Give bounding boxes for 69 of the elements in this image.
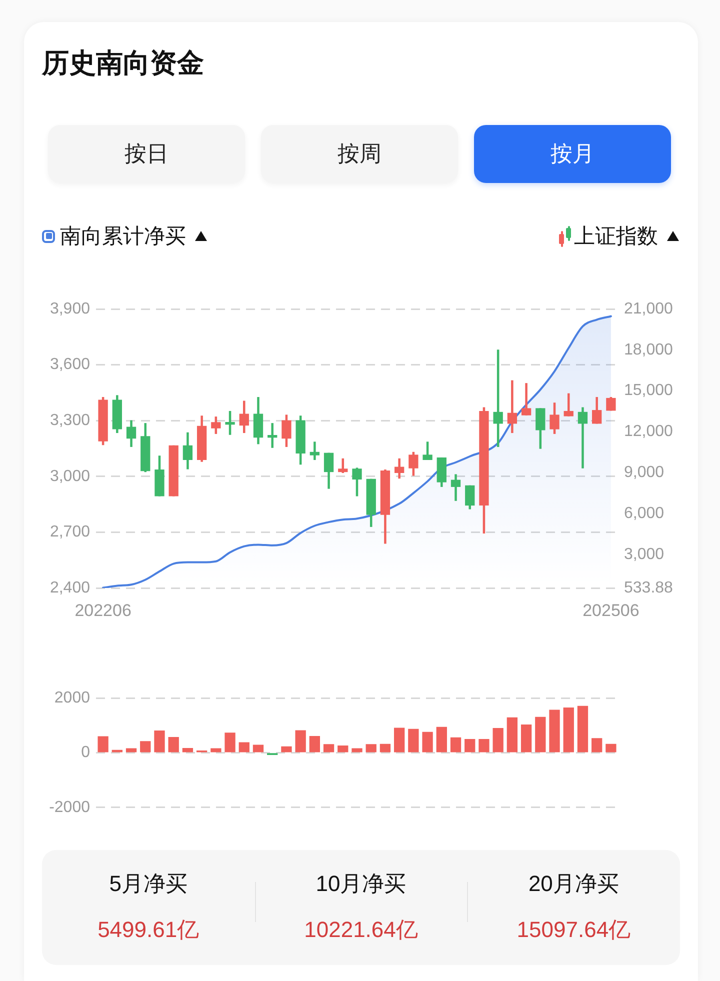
x-tick-label: 202206 (74, 600, 132, 620)
bar (380, 744, 391, 752)
candlestick (268, 423, 278, 448)
y2-tick-label: 533.88 (624, 579, 674, 596)
bar (535, 716, 546, 752)
bar (422, 732, 433, 752)
bar (450, 737, 462, 752)
y-tick-label: -2000 (49, 798, 90, 816)
bar (464, 738, 476, 752)
bar (295, 730, 306, 752)
y-tick-label: 2,400 (50, 579, 90, 596)
bar (112, 750, 122, 752)
bar (168, 737, 179, 752)
legend-label: 上证指数 (574, 224, 658, 250)
bar (352, 748, 362, 752)
y2-tick-label: 9,000 (624, 464, 664, 481)
bar (126, 748, 137, 752)
tab-button[interactable]: 按日 (48, 125, 245, 183)
bar (224, 732, 236, 752)
bar (309, 736, 320, 752)
y-tick-label: 3,300 (50, 412, 90, 430)
y2-tick-label: 21,000 (624, 300, 674, 318)
bar (520, 724, 532, 752)
y-tick-label: 3,000 (50, 468, 90, 485)
y2-tick-label: 18,000 (624, 341, 674, 358)
y-tick-label: 3,900 (50, 300, 90, 318)
bar (98, 736, 108, 752)
y-tick-label: 2000 (54, 689, 90, 706)
bar (408, 728, 419, 752)
bar (478, 738, 490, 752)
tab-button[interactable]: 按月 (474, 125, 671, 183)
y-tick-label: 3,600 (50, 356, 90, 374)
bar (563, 708, 574, 752)
bar (281, 746, 292, 752)
bar (338, 746, 348, 752)
text: 10221.64亿 (304, 917, 418, 942)
y-tick-label: 0 (81, 744, 90, 762)
bar (394, 728, 405, 752)
bar (577, 706, 588, 752)
text: 20月净买 (528, 871, 619, 896)
bar (140, 741, 151, 752)
bar (323, 744, 334, 752)
bar (366, 744, 376, 752)
text: 历史南向资金 (42, 48, 204, 78)
bar (182, 748, 194, 752)
x-tick-label: 202506 (582, 600, 640, 620)
bar (549, 710, 560, 752)
bar (606, 744, 616, 752)
y-tick-label: 2,700 (50, 524, 90, 541)
candlestick (578, 407, 588, 468)
y2-tick-label: 6,000 (624, 504, 664, 522)
bar (154, 730, 165, 752)
bar (252, 744, 264, 752)
y2-tick-label: 3,000 (624, 546, 664, 563)
text: 5月净买 (109, 871, 188, 896)
y2-tick-label: 15,000 (624, 382, 674, 400)
y2-tick-label: 12,000 (624, 423, 674, 440)
text: 10月净买 (316, 871, 406, 896)
tab-button[interactable]: 按周 (261, 125, 458, 183)
bar (592, 738, 602, 752)
bar (436, 726, 447, 752)
legend-label: 南向累计净买 (60, 224, 186, 250)
bar (210, 748, 222, 752)
text: 5499.61亿 (98, 917, 200, 942)
bar (492, 728, 504, 752)
text: 15097.64亿 (516, 917, 631, 942)
candlestick (310, 442, 320, 460)
bar (238, 742, 250, 752)
bar (506, 717, 518, 752)
